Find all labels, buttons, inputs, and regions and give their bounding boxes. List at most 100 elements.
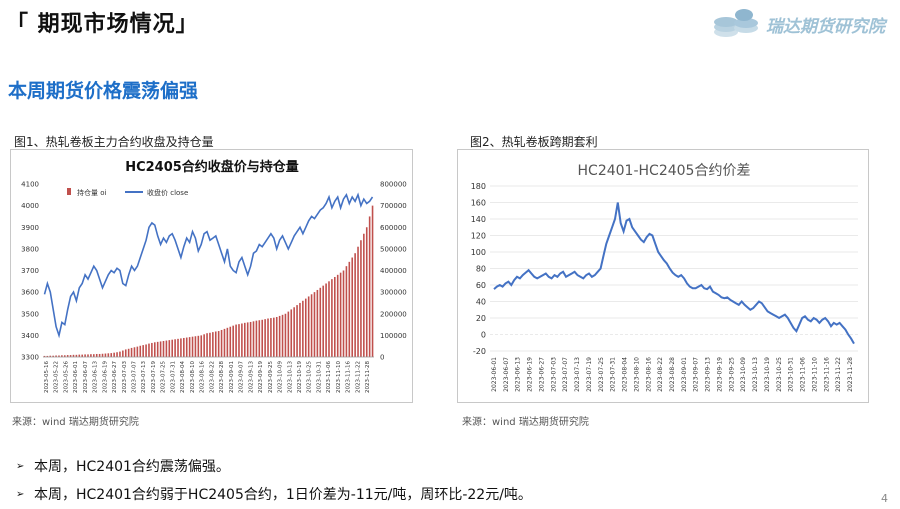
oi-bar bbox=[61, 355, 63, 357]
chart-1-close-line bbox=[43, 192, 374, 339]
x-tick-label: 2023-08-04 bbox=[622, 357, 629, 392]
x-tick-label: 2023-11-22 bbox=[835, 357, 842, 392]
oi-bar bbox=[151, 342, 153, 357]
x-tick-label: 2023-09-07 bbox=[239, 361, 245, 393]
bullet-item: ➢ 本周，HC2401合约弱于HC2405合约，1日价差为-11元/吨，周环比-… bbox=[16, 480, 836, 508]
x-tick-label: 2023-07-03 bbox=[122, 361, 128, 393]
oi-bar bbox=[142, 345, 144, 357]
oi-bar bbox=[113, 352, 115, 357]
oi-bar bbox=[90, 354, 92, 357]
x-tick-label: 2023-08-10 bbox=[190, 361, 196, 393]
oi-bar bbox=[331, 279, 333, 357]
oi-bar bbox=[339, 272, 342, 357]
oi-bar bbox=[354, 253, 356, 357]
oi-bar bbox=[52, 355, 54, 357]
oi-bar bbox=[313, 292, 316, 357]
oi-bar bbox=[316, 289, 319, 357]
oi-bar bbox=[351, 257, 354, 357]
oi-bar bbox=[98, 353, 101, 357]
oi-bar bbox=[101, 353, 104, 357]
oi-bar bbox=[241, 323, 243, 357]
x-tick-label: 2023-10-19 bbox=[764, 357, 771, 392]
oi-bar bbox=[310, 294, 313, 357]
x-tick-label: 2023-10-13 bbox=[752, 357, 759, 392]
x-tick-label: 2023-06-27 bbox=[538, 357, 545, 392]
oi-bar bbox=[58, 355, 60, 357]
y-tick-right: 400000 bbox=[380, 267, 407, 275]
oi-bar bbox=[191, 336, 194, 357]
x-tick-label: 2023-07-13 bbox=[574, 357, 581, 392]
x-tick-label: 2023-10-09 bbox=[740, 357, 747, 392]
oi-bar bbox=[110, 353, 113, 357]
oi-bar bbox=[238, 324, 240, 357]
x-tick-label: 2023-11-28 bbox=[365, 361, 371, 393]
y-tick-right: 600000 bbox=[380, 224, 407, 232]
oi-bar bbox=[223, 328, 226, 357]
y-tick: 0 bbox=[481, 331, 486, 340]
x-tick-label: 2023-07-13 bbox=[141, 361, 147, 393]
y-tick-right: 800000 bbox=[380, 181, 407, 189]
x-tick-label: 2023-09-19 bbox=[716, 357, 723, 392]
oi-bar bbox=[252, 321, 255, 357]
figure-1-source: 来源：wind 瑞达期货研究院 bbox=[12, 417, 139, 428]
legend-label-close: 收盘价 close bbox=[147, 188, 188, 197]
x-tick-label: 2023-09-13 bbox=[248, 361, 254, 393]
oi-bar bbox=[249, 321, 252, 357]
oi-bar bbox=[267, 318, 269, 357]
x-tick-label: 2023-09-25 bbox=[268, 361, 274, 393]
oi-bar bbox=[217, 331, 220, 357]
oi-bar bbox=[174, 339, 176, 357]
oi-bar bbox=[275, 316, 278, 357]
x-tick-label: 2023-09-07 bbox=[693, 357, 700, 392]
x-tick-label: 2023-07-19 bbox=[586, 357, 593, 392]
oi-bar bbox=[81, 354, 83, 357]
oi-bar bbox=[255, 320, 258, 357]
chart-2-title: HC2401-HC2405合约价差 bbox=[578, 163, 751, 179]
x-tick-label: 2023-06-27 bbox=[112, 361, 118, 393]
oi-bar bbox=[63, 355, 66, 357]
oi-bar bbox=[342, 270, 345, 357]
section-title: 本周期货价格震荡偏强 bbox=[8, 80, 199, 102]
x-tick-label: 2023-11-16 bbox=[346, 361, 352, 393]
x-tick-label: 2023-06-13 bbox=[515, 357, 522, 392]
oi-bar bbox=[284, 313, 287, 357]
x-tick-label: 2023-11-16 bbox=[823, 357, 830, 392]
y-tick-right: 300000 bbox=[380, 289, 407, 297]
oi-bar bbox=[264, 319, 266, 357]
y-tick-right: 500000 bbox=[380, 245, 407, 253]
x-tick-label: 2023-09-19 bbox=[258, 361, 264, 393]
logo-text: 瑞达期货研究院 bbox=[766, 17, 885, 37]
x-tick-label: 2023-09-01 bbox=[681, 357, 688, 392]
x-tick-label: 2023-06-13 bbox=[93, 361, 99, 393]
bullet-item: ➢ 本周，HC2401合约震荡偏强。 bbox=[16, 452, 836, 480]
oi-bar bbox=[243, 322, 246, 357]
oi-bar bbox=[296, 305, 298, 357]
y-tick: 120 bbox=[471, 232, 486, 241]
oi-bar bbox=[177, 338, 179, 357]
chart-1-legend: 持仓量 oi 收盘价 close bbox=[67, 188, 188, 197]
chart-1-x-ticks: 2023-05-16 2023-05-22 2023-05-26 2023-06-01… bbox=[44, 361, 371, 393]
oi-bar bbox=[360, 240, 362, 357]
x-tick-label: 2023-10-25 bbox=[776, 357, 783, 392]
x-tick-label: 2023-08-22 bbox=[209, 361, 215, 393]
figure-2-source: 来源：wind 瑞达期货研究院 bbox=[462, 417, 589, 428]
x-tick-label: 2023-05-26 bbox=[63, 361, 69, 393]
x-tick-label: 2023-05-22 bbox=[54, 361, 60, 393]
oi-bar bbox=[168, 340, 171, 357]
oi-bar bbox=[229, 326, 232, 357]
x-tick-label: 2023-07-07 bbox=[131, 361, 137, 393]
chart-1-left-axis: 4100 4000 3900 3800 3700 3600 3500 3400 3300 bbox=[21, 181, 39, 362]
oi-bar bbox=[365, 227, 368, 357]
x-tick-label: 2023-10-31 bbox=[316, 361, 322, 393]
oi-bar bbox=[278, 315, 281, 357]
x-tick-label: 2023-08-28 bbox=[219, 361, 225, 393]
y-tick: 180 bbox=[471, 182, 486, 191]
chart-2-spread-line bbox=[493, 202, 855, 345]
oi-bar bbox=[159, 341, 162, 357]
oi-bar bbox=[127, 348, 130, 357]
page-title: 「 期现市场情况」 bbox=[6, 12, 199, 37]
chart-1-oi-bars bbox=[43, 205, 374, 357]
oi-bar bbox=[270, 318, 272, 357]
chart-2-frame: HC2401-HC2405合约价差 180 160 140 120 100 80 60 40 2… bbox=[457, 149, 869, 403]
oi-bar bbox=[145, 344, 147, 357]
